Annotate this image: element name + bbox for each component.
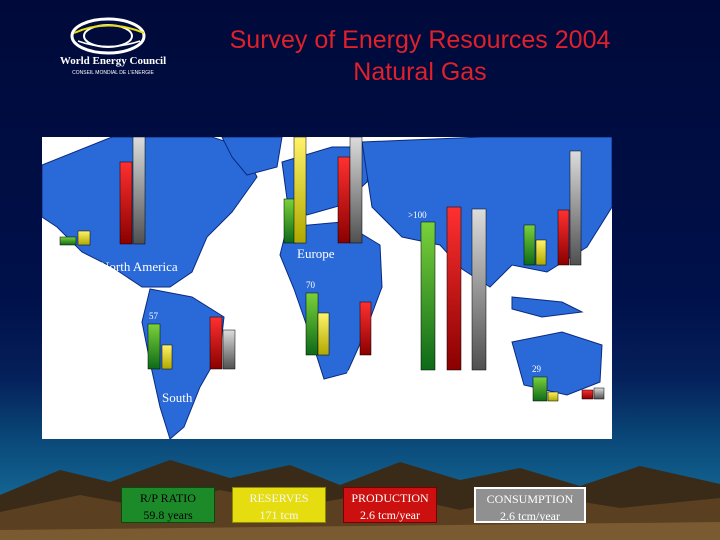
middle-east-rp-bar bbox=[420, 221, 436, 371]
consumption-box: CONSUMPTION 2.6 tcm/year bbox=[474, 487, 586, 523]
north-america-reserves-bar bbox=[77, 230, 91, 246]
page-title: Survey of Energy Resources 2004 Natural … bbox=[160, 24, 680, 88]
north-america-production-bar bbox=[119, 161, 133, 245]
bars-africa bbox=[305, 292, 372, 356]
rp-label-south-america: 57 bbox=[149, 311, 159, 321]
region-label-africa: Africa bbox=[344, 367, 377, 382]
oceania-rp-bar bbox=[532, 376, 548, 402]
rp-ratio-box: R/P RATIO 59.8 years bbox=[121, 487, 215, 523]
indonesia-shape bbox=[511, 296, 584, 318]
south-america-shape bbox=[141, 288, 225, 439]
world-map-panel: >100 70 57 29 North America Europe Afric… bbox=[42, 137, 612, 439]
middle-east-consumption-bar bbox=[471, 208, 487, 371]
region-label-north-america: North America bbox=[100, 259, 178, 274]
title-line-2: Natural Gas bbox=[353, 58, 487, 86]
rp-label-oceania: 29 bbox=[532, 364, 542, 374]
bars-asia bbox=[523, 150, 582, 266]
consumption-value: 2.6 tcm/year bbox=[500, 509, 560, 523]
oceania-production-bar bbox=[581, 389, 594, 400]
asia-production-bar bbox=[557, 209, 570, 266]
logo-name: World Energy Council bbox=[60, 55, 166, 67]
bars-oceania bbox=[532, 376, 605, 402]
title-line-1: Survey of Energy Resources 2004 bbox=[229, 26, 611, 54]
rp-label-middle-east: >100 bbox=[408, 210, 427, 220]
reserves-label: RESERVES bbox=[249, 491, 309, 505]
region-label-europe: Europe bbox=[297, 246, 335, 261]
oceania-reserves-bar bbox=[547, 391, 559, 402]
europe-production-bar bbox=[337, 156, 351, 244]
south-america-production-bar bbox=[209, 316, 223, 370]
north-america-consumption-bar bbox=[132, 137, 146, 245]
rp-label-africa: 70 bbox=[306, 280, 316, 290]
asia-shape bbox=[361, 137, 612, 288]
bars-middle-east bbox=[420, 206, 487, 371]
africa-production-bar bbox=[359, 301, 372, 356]
middle-east-reserves-bar bbox=[446, 206, 462, 371]
europe-consumption-bar bbox=[349, 137, 363, 244]
region-label-oceania: Oceania bbox=[572, 408, 612, 423]
asia-rp-bar bbox=[523, 224, 536, 266]
south-america-consumption-bar bbox=[222, 329, 236, 370]
production-value: 2.6 tcm/year bbox=[360, 508, 420, 522]
greenland-shape bbox=[221, 137, 283, 176]
bars-europe bbox=[283, 137, 363, 244]
reserves-value: 171 tcm bbox=[259, 508, 299, 522]
europe-reserves-bar bbox=[293, 137, 307, 244]
south-america-reserves-bar bbox=[161, 344, 173, 370]
asia-reserves-bar bbox=[535, 239, 547, 266]
rp-ratio-label: R/P RATIO bbox=[140, 491, 196, 505]
region-label-south-america: South America bbox=[162, 390, 240, 405]
africa-reserves-bar bbox=[317, 312, 330, 356]
north-america-shape bbox=[42, 137, 258, 288]
world-energy-council-logo: World Energy Council CONSEIL MONDIAL DE … bbox=[60, 17, 166, 76]
bars-south-america bbox=[147, 316, 236, 370]
reserves-box: RESERVES 171 tcm bbox=[232, 487, 326, 523]
south-america-rp-bar bbox=[147, 323, 161, 370]
production-box: PRODUCTION 2.6 tcm/year bbox=[343, 487, 437, 523]
north-america-rp-bar bbox=[59, 236, 77, 246]
asia-consumption-bar bbox=[569, 150, 582, 266]
rp-ratio-value: 59.8 years bbox=[143, 508, 193, 522]
consumption-label: CONSUMPTION bbox=[486, 492, 574, 506]
world-map: >100 70 57 29 North America Europe Afric… bbox=[42, 137, 612, 439]
production-label: PRODUCTION bbox=[351, 491, 429, 505]
africa-shape bbox=[279, 221, 383, 380]
africa-rp-bar bbox=[305, 292, 319, 356]
bars-north-america bbox=[59, 137, 146, 246]
oceania-consumption-bar bbox=[593, 387, 605, 400]
australia-shape bbox=[511, 331, 603, 396]
logo-subtitle: CONSEIL MONDIAL DE L'ENERGIE bbox=[72, 70, 154, 76]
